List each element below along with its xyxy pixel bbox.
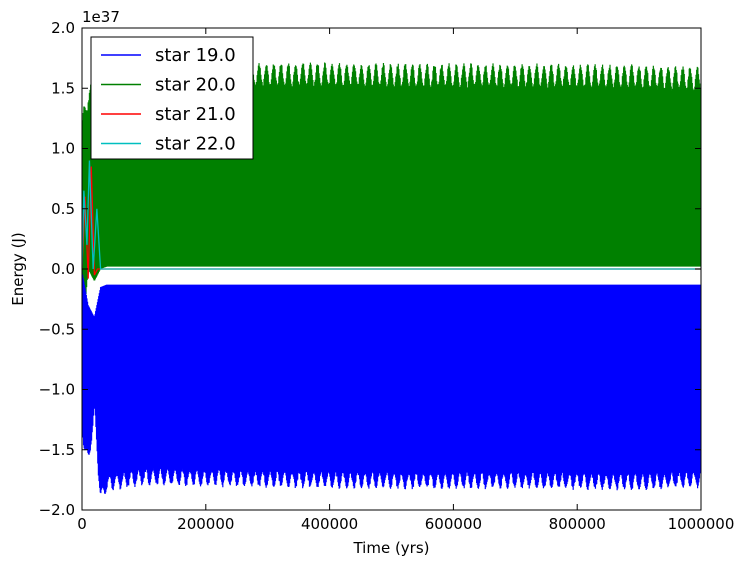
y-tick-label: 1.5 bbox=[51, 79, 75, 97]
y-tick-label: −1.0 bbox=[39, 381, 75, 399]
x-tick-label: 200000 bbox=[177, 515, 234, 533]
x-axis-label: Time (yrs) bbox=[352, 539, 429, 557]
x-tick-label: 0 bbox=[77, 515, 87, 533]
legend-label: star 22.0 bbox=[155, 134, 236, 155]
series-line-star-22-0 bbox=[82, 160, 701, 270]
plot-area bbox=[82, 62, 701, 494]
x-tick-label: 400000 bbox=[301, 515, 358, 533]
y-tick-label: 0.5 bbox=[51, 200, 75, 218]
y-tick-label: 0.0 bbox=[51, 260, 75, 278]
y-tick-label: −2.0 bbox=[39, 501, 75, 519]
y-offset-label: 1e37 bbox=[82, 8, 120, 26]
x-tick-label: 600000 bbox=[425, 515, 482, 533]
legend-label: star 21.0 bbox=[155, 104, 236, 125]
legend: star 19.0 star 20.0 star 21.0 star 22.0 bbox=[90, 36, 254, 160]
y-tick-label: 2.0 bbox=[51, 19, 75, 37]
legend-label: star 19.0 bbox=[155, 45, 236, 66]
series-line-star-20-0 bbox=[82, 62, 701, 338]
series-line-star-19-0 bbox=[82, 271, 701, 494]
legend-box bbox=[90, 36, 254, 160]
axes: 0 200000 400000 600000 800000 1000000 −2.0 −1.5… bbox=[39, 19, 735, 533]
x-tick-label: 800000 bbox=[549, 515, 606, 533]
y-tick-label: 1.0 bbox=[51, 140, 75, 158]
y-axis-label: Energy (J) bbox=[9, 232, 27, 305]
y-tick-label: −0.5 bbox=[39, 320, 75, 338]
x-tick-label: 1000000 bbox=[668, 515, 735, 533]
y-tick-label: −1.5 bbox=[39, 441, 75, 459]
legend-label: star 20.0 bbox=[155, 75, 236, 96]
